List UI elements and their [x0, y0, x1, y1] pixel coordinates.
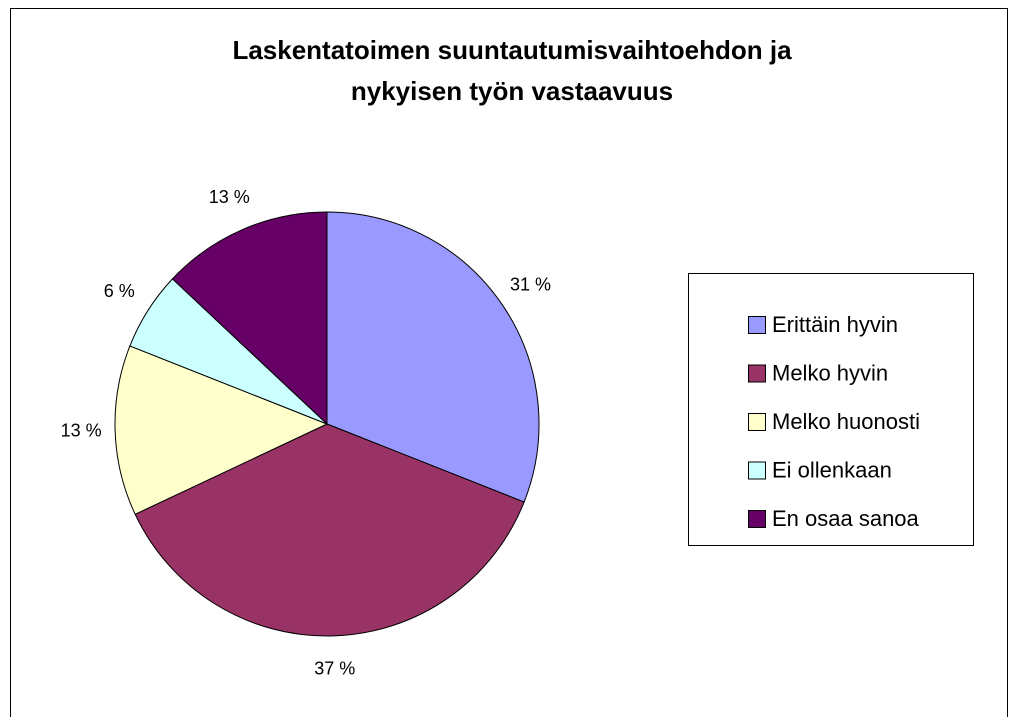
- legend-label: Erittäin hyvin: [772, 312, 898, 337]
- legend-swatch: [748, 510, 766, 528]
- legend-swatch: [748, 316, 766, 334]
- pie-slice: [171, 211, 328, 426]
- legend-label: Melko hyvin: [772, 360, 888, 385]
- pie-slice: [134, 423, 525, 637]
- chart-title: Laskentatoimen suuntautumisvaihtoehdon j…: [232, 35, 792, 65]
- legend-swatch: [748, 364, 766, 383]
- data-label: 6 %: [104, 281, 135, 301]
- legend-swatch: [748, 461, 766, 480]
- chart-title: nykyisen työn vastaavuus: [351, 76, 673, 106]
- data-label: 37 %: [314, 659, 355, 679]
- data-label: 13 %: [209, 187, 250, 207]
- pie-slice: [114, 345, 329, 515]
- legend-box: [688, 273, 974, 546]
- data-label: 13 %: [61, 420, 102, 440]
- legend-label: Ei ollenkaan: [772, 457, 892, 482]
- pie-slice: [326, 211, 540, 503]
- legend-label: En osaa sanoa: [772, 506, 920, 531]
- data-label: 31 %: [510, 274, 551, 294]
- legend-swatch: [748, 413, 766, 431]
- legend-label: Melko huonosti: [772, 409, 920, 434]
